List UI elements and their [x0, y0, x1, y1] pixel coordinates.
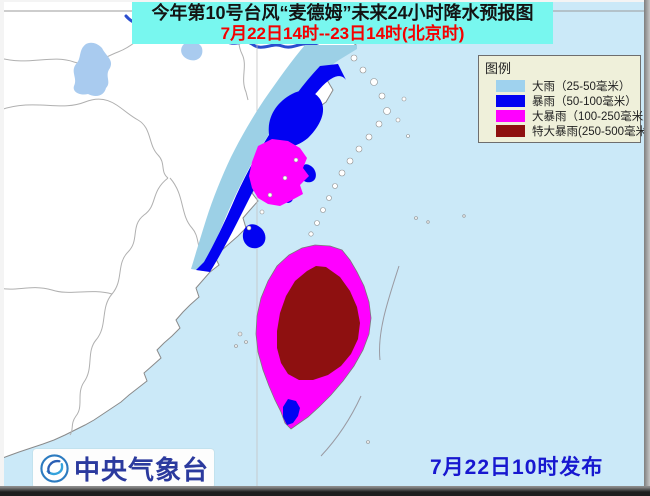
cma-logo-icon — [39, 453, 70, 484]
agency-logo-box: 中央气象台 — [33, 449, 214, 488]
release-time-text: 7月22日10时发布 — [430, 456, 604, 479]
legend-item-heavy-rainstorm: 大暴雨（100-250毫米） — [483, 108, 650, 123]
legend-item-label: 大暴雨（100-250毫米） — [532, 110, 650, 123]
rainstorm-band — [196, 64, 346, 272]
map-valid-period: 7月22日14时--23日14时(北京时) — [220, 24, 465, 43]
heavy-rain-band — [191, 45, 357, 271]
penghu-and-offshore-islands — [234, 214, 466, 444]
legend-box: 图例 大雨（25-50毫米） 暴雨（50-100毫米） 大暴雨（100-250毫… — [478, 55, 650, 143]
coastal-islands — [246, 54, 410, 237]
agency-name: 中央气象台 — [74, 455, 210, 485]
maritime-boundary-line — [320, 265, 400, 457]
taiwan-extreme-rainstorm-area — [277, 266, 360, 380]
coastal-heavy-rainstorm-patch — [249, 139, 309, 206]
rainstorm-patch-north — [268, 90, 324, 148]
taihu-lake — [181, 41, 203, 61]
rainstorm-swatch — [496, 94, 525, 107]
taiwan-south-rainstorm-spot — [283, 399, 300, 425]
legend-item-label: 大雨（25-50毫米） — [532, 80, 631, 93]
legend-item-extreme-rainstorm: 特大暴雨(250-500毫米) — [483, 123, 650, 138]
legend-item-heavy-rain: 大雨（25-50毫米） — [483, 78, 636, 93]
legend-title: 图例 — [485, 61, 512, 76]
legend-item-rainstorm: 暴雨（50-100毫米） — [483, 93, 637, 108]
heavy-rainstorm-swatch — [496, 109, 525, 122]
map-title: 今年第10号台风“麦德姆”未来24小时降水预报图 — [151, 3, 534, 23]
poyang-lake — [73, 42, 112, 96]
title-banner: 今年第10号台风“麦德姆”未来24小时降水预报图 7月22日14时--23日14… — [132, 2, 553, 44]
legend-item-label: 暴雨（50-100毫米） — [532, 95, 637, 108]
extreme-rainstorm-swatch — [496, 124, 525, 137]
legend-item-label: 特大暴雨(250-500毫米) — [532, 125, 650, 138]
heavy-rain-swatch — [496, 79, 525, 92]
